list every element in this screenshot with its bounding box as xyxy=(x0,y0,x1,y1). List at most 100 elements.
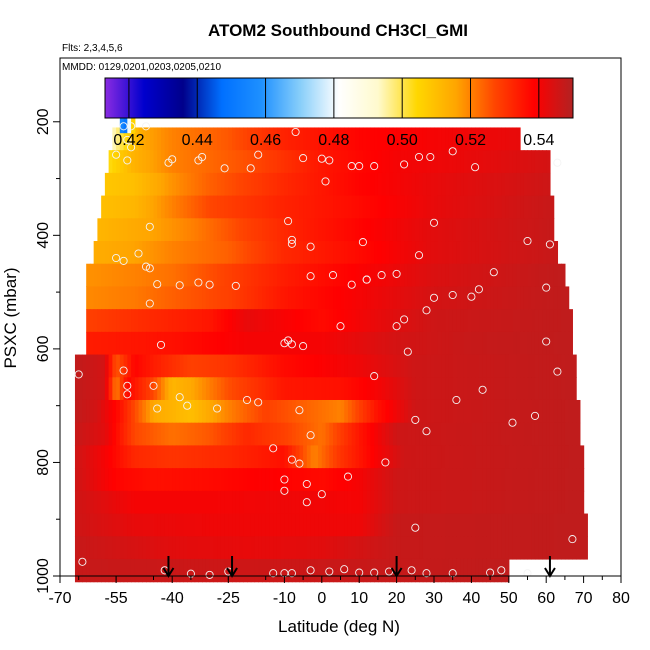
heatmap-cell xyxy=(415,241,420,265)
heatmap-cell xyxy=(396,309,401,333)
heatmap-cell xyxy=(97,468,102,492)
heatmap-cell xyxy=(392,422,398,447)
heatmap-cell xyxy=(82,445,87,469)
heatmap-cell xyxy=(336,399,342,424)
heatmap-cell xyxy=(247,377,252,401)
heatmap-cell xyxy=(452,172,458,197)
heatmap-cell xyxy=(404,309,409,333)
heatmap-cell xyxy=(460,172,465,197)
heatmap-cell xyxy=(448,536,454,560)
heatmap-cell xyxy=(340,377,345,401)
heatmap-row xyxy=(108,150,551,174)
heatmap-cell xyxy=(228,309,233,333)
heatmap-cell xyxy=(329,490,334,515)
heatmap-cell xyxy=(310,422,315,447)
heatmap-cell xyxy=(407,195,413,219)
heatmap-cell xyxy=(247,172,252,197)
heatmap-cell xyxy=(325,558,330,583)
heatmap-cell xyxy=(134,354,140,378)
heatmap-cell xyxy=(434,490,439,515)
observation-marker xyxy=(306,431,315,440)
heatmap-cell xyxy=(407,558,413,583)
heatmap-cell xyxy=(168,286,173,310)
heatmap-cell xyxy=(291,286,297,310)
heatmap-cell xyxy=(460,218,465,242)
heatmap-cell xyxy=(549,536,555,560)
heatmap-cell xyxy=(205,536,211,560)
heatmap-cell xyxy=(284,286,289,310)
heatmap-cell xyxy=(490,354,495,378)
heatmap-cell xyxy=(415,354,420,378)
heatmap-cell xyxy=(355,422,360,447)
heatmap-cell xyxy=(411,241,416,265)
heatmap-cell xyxy=(86,263,91,288)
heatmap-cell xyxy=(497,558,502,583)
heatmap-cell xyxy=(396,331,401,356)
heatmap-cell xyxy=(557,513,562,537)
heatmap-cell xyxy=(493,468,499,492)
heatmap-cell xyxy=(160,195,166,219)
heatmap-cell xyxy=(314,558,319,583)
heatmap-cell xyxy=(538,422,544,447)
heatmap-cell xyxy=(224,536,229,560)
heatmap-cell xyxy=(306,558,312,583)
heatmap-cell xyxy=(280,241,285,265)
heatmap-cell xyxy=(370,150,375,174)
heatmap-cell xyxy=(108,263,113,288)
heatmap-cell xyxy=(190,150,196,174)
heatmap-cell xyxy=(273,218,278,242)
heatmap-cell xyxy=(157,445,162,469)
heatmap-cell xyxy=(265,218,271,242)
heatmap-cell xyxy=(149,241,155,265)
heatmap-cell xyxy=(134,331,140,356)
heatmap-cell xyxy=(419,536,424,560)
heatmap-cell xyxy=(97,263,102,288)
heatmap-cell xyxy=(172,445,177,469)
heatmap-cell xyxy=(523,468,529,492)
heatmap-cell xyxy=(187,377,192,401)
heatmap-cell xyxy=(557,536,562,560)
heatmap-cell xyxy=(89,422,95,447)
heatmap-cell xyxy=(542,286,547,310)
heatmap-row xyxy=(86,309,573,333)
heatmap-row xyxy=(74,399,581,424)
heatmap-cell xyxy=(359,399,364,424)
heatmap-cell xyxy=(280,309,285,333)
heatmap-cell xyxy=(164,127,170,151)
heatmap-cell xyxy=(228,422,233,447)
heatmap-cell xyxy=(239,468,244,492)
heatmap-cell xyxy=(280,331,285,356)
heatmap-cell xyxy=(441,468,446,492)
heatmap-cell xyxy=(490,536,495,560)
heatmap-cell xyxy=(493,490,499,515)
heatmap-cell xyxy=(104,490,110,515)
heatmap-cell xyxy=(437,558,443,583)
heatmap-cell xyxy=(362,513,368,537)
heatmap-cell xyxy=(235,445,241,469)
heatmap-cell xyxy=(333,263,338,288)
heatmap-cell xyxy=(467,399,472,424)
heatmap-cell xyxy=(93,354,98,378)
heatmap-cell xyxy=(430,558,435,583)
heatmap-cell xyxy=(217,490,222,515)
heatmap-cell xyxy=(112,286,117,310)
heatmap-cell xyxy=(202,354,207,378)
heatmap-cell xyxy=(441,399,446,424)
heatmap-cell xyxy=(224,468,229,492)
heatmap-cell xyxy=(452,490,458,515)
heatmap-cell xyxy=(508,241,514,265)
heatmap-cell xyxy=(538,354,544,378)
heatmap-cell xyxy=(146,286,151,310)
heatmap-cell xyxy=(340,172,345,197)
heatmap-cell xyxy=(198,558,203,583)
heatmap-cell xyxy=(396,354,401,378)
heatmap-cell xyxy=(366,172,372,197)
heatmap-cell xyxy=(370,558,375,583)
heatmap-cell xyxy=(175,263,181,288)
heatmap-cell xyxy=(534,399,540,424)
heatmap-cell xyxy=(411,263,416,288)
heatmap-cell xyxy=(460,195,465,219)
heatmap-cell xyxy=(389,218,394,242)
heatmap-cell xyxy=(127,127,132,151)
heatmap-cell xyxy=(93,309,98,333)
